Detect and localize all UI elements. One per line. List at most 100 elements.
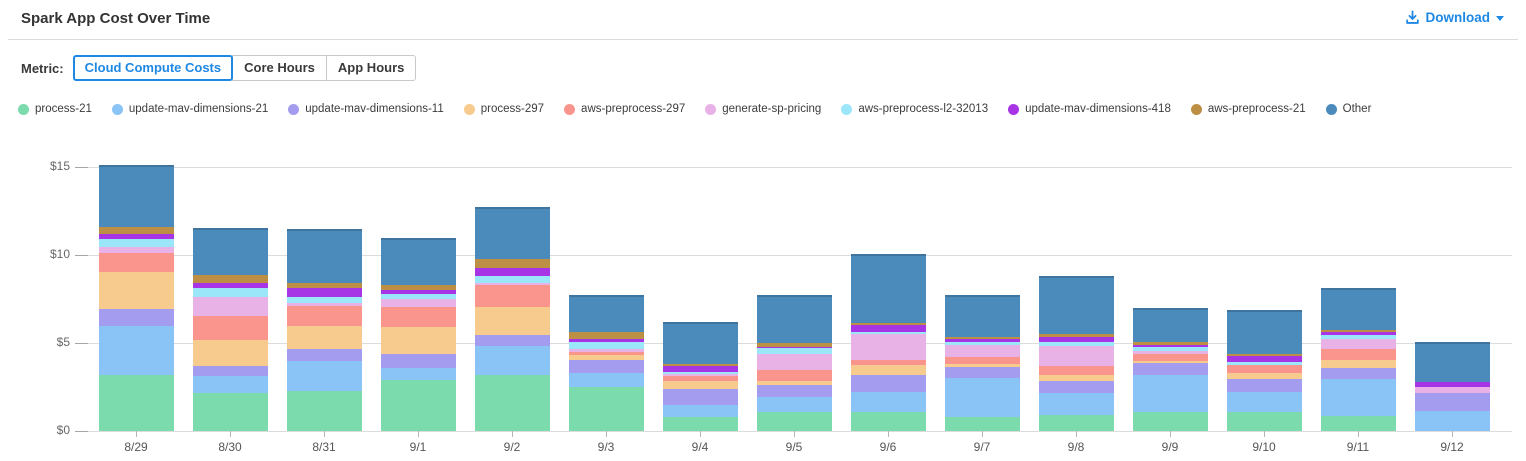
bar-segment[interactable] (98, 253, 174, 272)
bar-segment[interactable] (192, 376, 268, 394)
bar-segment[interactable] (662, 388, 738, 405)
bar-segment[interactable] (192, 227, 268, 276)
bar-segment[interactable] (192, 365, 268, 377)
bar-segment[interactable] (1320, 288, 1396, 330)
bar-segment[interactable] (1132, 375, 1208, 413)
legend-item-process-21[interactable]: process-21 (18, 103, 92, 115)
bar-segment[interactable] (1320, 368, 1396, 379)
legend-item-aws-preprocess-l2-32013[interactable]: aws-preprocess-l2-32013 (841, 103, 988, 115)
bar-segment[interactable] (850, 254, 926, 323)
bar-segment[interactable] (1038, 276, 1114, 335)
bar-segment[interactable] (474, 284, 550, 307)
bar-segment[interactable] (850, 331, 926, 335)
bar-segment[interactable] (380, 354, 456, 369)
bar-segment[interactable] (1226, 353, 1302, 357)
bar-segment[interactable] (380, 298, 456, 307)
bar-segment[interactable] (1038, 415, 1114, 431)
bar-segment[interactable] (568, 355, 644, 360)
bar-segment[interactable] (944, 378, 1020, 417)
bar-segment[interactable] (1132, 363, 1208, 376)
bar-segment[interactable] (756, 353, 832, 371)
bar-segment[interactable] (944, 294, 1020, 337)
bar-segment[interactable] (944, 344, 1020, 358)
bar-segment[interactable] (662, 321, 738, 365)
bar-segment[interactable] (662, 404, 738, 417)
bar-segment[interactable] (662, 365, 738, 373)
legend-item-aws-preprocess-21[interactable]: aws-preprocess-21 (1190, 103, 1306, 115)
metric-button-app-hours[interactable]: App Hours (325, 55, 417, 81)
bar-segment[interactable] (850, 411, 926, 431)
bar-segment[interactable] (98, 375, 174, 431)
bar-segment[interactable] (286, 305, 362, 327)
bar-segment[interactable] (944, 342, 1020, 345)
bar-segment[interactable] (1038, 393, 1114, 416)
bar-segment[interactable] (474, 283, 550, 285)
bar-segment[interactable] (380, 327, 456, 355)
bar-segment[interactable] (1038, 345, 1114, 366)
bar-segment[interactable] (568, 386, 644, 431)
bar-segment[interactable] (944, 357, 1020, 365)
bar-segment[interactable] (568, 359, 644, 373)
bar-segment[interactable] (568, 295, 644, 332)
bar-segment[interactable] (1038, 380, 1114, 394)
bar-segment[interactable] (1414, 410, 1490, 431)
bar-segment[interactable] (380, 290, 456, 294)
bar-segment[interactable] (380, 293, 456, 299)
bar-segment[interactable] (1226, 362, 1302, 365)
bar-segment[interactable] (474, 306, 550, 336)
bar-segment[interactable] (98, 233, 174, 240)
bar-segment[interactable] (286, 391, 362, 431)
bar-segment[interactable] (98, 165, 174, 227)
bar-segment[interactable] (944, 339, 1020, 343)
bar-segment[interactable] (1038, 374, 1114, 381)
bar-segment[interactable] (380, 284, 456, 291)
bar-segment[interactable] (1226, 411, 1302, 431)
bar-segment[interactable] (944, 364, 1020, 367)
metric-button-core-hours[interactable]: Core Hours (232, 55, 327, 81)
bar-segment[interactable] (756, 380, 832, 386)
bar-segment[interactable] (98, 326, 174, 376)
bar-segment[interactable] (662, 375, 738, 381)
bar-segment[interactable] (286, 228, 362, 284)
bar-segment[interactable] (380, 306, 456, 328)
bar-segment[interactable] (1038, 334, 1114, 337)
bar-segment[interactable] (1320, 415, 1396, 431)
bar-segment[interactable] (286, 361, 362, 392)
bar-segment[interactable] (1320, 338, 1396, 350)
bar-segment[interactable] (662, 380, 738, 389)
bar-segment[interactable] (98, 226, 174, 234)
bar-segment[interactable] (192, 275, 268, 284)
bar-segment[interactable] (474, 258, 550, 269)
bar-segment[interactable] (1038, 365, 1114, 375)
bar-segment[interactable] (568, 331, 644, 339)
bar-segment[interactable] (286, 303, 362, 306)
bar-segment[interactable] (568, 349, 644, 352)
bar-segment[interactable] (474, 346, 550, 375)
bar-segment[interactable] (192, 283, 268, 288)
bar-segment[interactable] (662, 364, 738, 366)
bar-segment[interactable] (756, 294, 832, 343)
bar-segment[interactable] (192, 287, 268, 298)
bar-segment[interactable] (98, 239, 174, 248)
bar-segment[interactable] (1132, 360, 1208, 364)
bar-segment[interactable] (850, 334, 926, 360)
bar-segment[interactable] (192, 297, 268, 316)
bar-segment[interactable] (1320, 359, 1396, 369)
bar-segment[interactable] (474, 206, 550, 259)
bar-segment[interactable] (380, 379, 456, 431)
bar-segment[interactable] (1132, 342, 1208, 345)
bar-segment[interactable] (850, 392, 926, 412)
bar-segment[interactable] (1038, 342, 1114, 346)
bar-segment[interactable] (850, 374, 926, 393)
download-button[interactable]: Download (1405, 10, 1504, 25)
bar-segment[interactable] (850, 325, 926, 332)
bar-segment[interactable] (380, 368, 456, 380)
metric-button-cloud-compute-costs[interactable]: Cloud Compute Costs (72, 55, 234, 81)
bar-segment[interactable] (474, 374, 550, 431)
bar-segment[interactable] (1226, 356, 1302, 363)
bar-segment[interactable] (1414, 381, 1490, 387)
legend-item-update-mav-dimensions-21[interactable]: update-mav-dimensions-21 (111, 103, 268, 115)
bar-segment[interactable] (568, 342, 644, 350)
bar-segment[interactable] (192, 393, 268, 431)
bar-segment[interactable] (286, 349, 362, 362)
